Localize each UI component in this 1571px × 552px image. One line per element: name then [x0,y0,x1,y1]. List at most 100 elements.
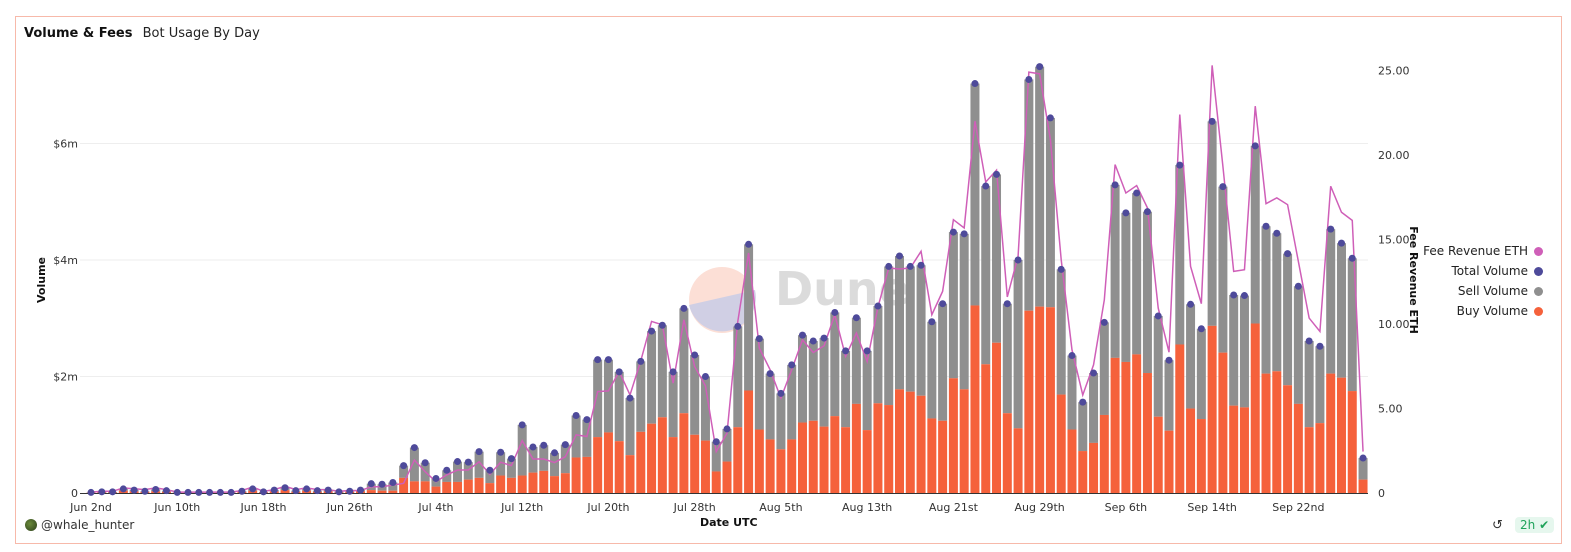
buy-volume-bar[interactable] [1250,323,1260,493]
buy-volume-bar[interactable] [1283,385,1293,493]
buy-volume-bar[interactable] [1239,407,1249,493]
buy-volume-bar[interactable] [1142,373,1152,493]
total-volume-point[interactable] [400,462,408,470]
total-volume-point[interactable] [1046,114,1054,122]
buy-volume-bar[interactable] [539,470,549,493]
sell-volume-bar[interactable] [657,325,667,418]
buy-volume-bar[interactable] [905,391,915,493]
total-volume-point[interactable] [583,416,591,424]
sell-volume-bar[interactable] [905,266,915,392]
sell-volume-bar[interactable] [1283,253,1293,386]
total-volume-point[interactable] [227,488,235,496]
buy-volume-bar[interactable] [1358,479,1368,493]
buy-volume-bar[interactable] [431,486,441,493]
buy-volume-bar[interactable] [711,471,721,493]
sell-volume-bar[interactable] [1250,145,1260,324]
buy-volume-bar[interactable] [959,389,969,493]
sell-volume-bar[interactable] [560,444,570,474]
total-volume-point[interactable] [1294,282,1302,290]
sell-volume-bar[interactable] [1358,458,1368,480]
total-volume-point[interactable] [561,441,569,449]
sell-volume-bar[interactable] [506,458,516,478]
buy-volume-bar[interactable] [420,481,430,493]
total-volume-point[interactable] [572,412,580,420]
sell-volume-bar[interactable] [1110,184,1120,358]
sell-volume-bar[interactable] [1229,294,1239,406]
buy-volume-bar[interactable] [819,426,829,493]
total-volume-point[interactable] [1154,312,1162,320]
buy-volume-bar[interactable] [1218,352,1228,493]
sell-volume-bar[interactable] [819,338,829,427]
total-volume-point[interactable] [1262,222,1270,230]
total-volume-point[interactable] [723,425,731,433]
total-volume-point[interactable] [906,262,914,270]
sell-volume-bar[interactable] [474,451,484,478]
total-volume-point[interactable] [949,228,957,236]
buy-volume-bar[interactable] [647,423,657,493]
buy-volume-bar[interactable] [992,342,1002,493]
sell-volume-bar[interactable] [787,364,797,440]
buy-volume-bar[interactable] [765,439,775,493]
total-volume-point[interactable] [335,488,343,496]
buy-volume-bar[interactable] [1067,429,1077,493]
sell-volume-bar[interactable] [1336,243,1346,378]
total-volume-point[interactable] [820,334,828,342]
total-volume-point[interactable] [1187,300,1195,308]
sell-volume-bar[interactable] [1089,373,1099,443]
total-volume-point[interactable] [367,480,375,488]
sell-volume-bar[interactable] [528,446,538,473]
total-volume-point[interactable] [831,308,839,316]
buy-volume-bar[interactable] [280,490,290,493]
total-volume-point[interactable] [141,487,149,495]
buy-volume-bar[interactable] [625,455,635,493]
sell-volume-bar[interactable] [690,354,700,435]
total-volume-point[interactable] [259,488,267,496]
total-volume-point[interactable] [1111,181,1119,189]
sell-volume-bar[interactable] [797,335,807,423]
total-volume-point[interactable] [626,394,634,402]
buy-volume-bar[interactable] [916,395,926,493]
buy-volume-bar[interactable] [593,437,603,493]
total-volume-point[interactable] [1057,265,1065,273]
sell-volume-bar[interactable] [948,232,958,379]
buy-volume-bar[interactable] [1002,413,1012,493]
total-volume-point[interactable] [1316,342,1324,350]
total-volume-point[interactable] [1068,352,1076,360]
total-volume-point[interactable] [389,479,397,487]
sell-volume-bar[interactable] [1024,79,1034,311]
total-volume-point[interactable] [357,486,364,494]
sell-volume-bar[interactable] [388,482,398,491]
total-volume-point[interactable] [842,347,850,355]
buy-volume-bar[interactable] [970,305,980,493]
sell-volume-bar[interactable] [959,233,969,390]
sell-volume-bar[interactable] [1035,66,1045,307]
buy-volume-bar[interactable] [1056,394,1066,493]
buy-volume-bar[interactable] [862,430,872,493]
buy-volume-bar[interactable] [1024,310,1034,493]
total-volume-point[interactable] [486,466,494,474]
sell-volume-bar[interactable] [636,361,646,432]
buy-volume-bar[interactable] [399,477,409,493]
total-volume-point[interactable] [1219,183,1227,191]
sell-volume-bar[interactable] [873,306,883,404]
total-volume-point[interactable] [475,448,483,456]
buy-volume-bar[interactable] [1035,306,1045,493]
buy-volume-bar[interactable] [700,440,710,493]
total-volume-point[interactable] [454,458,462,466]
sell-volume-bar[interactable] [830,312,840,417]
total-volume-point[interactable] [1337,239,1345,247]
total-volume-point[interactable] [658,321,666,329]
total-volume-point[interactable] [1230,291,1238,299]
sell-volume-bar[interactable] [992,174,1002,343]
buy-volume-bar[interactable] [496,475,506,493]
sell-volume-bar[interactable] [485,470,495,484]
total-volume-point[interactable] [464,458,472,466]
total-volume-point[interactable] [1014,256,1022,264]
total-volume-point[interactable] [1176,161,1184,169]
total-volume-point[interactable] [87,488,95,496]
total-volume-point[interactable] [863,347,871,355]
buy-volume-bar[interactable] [948,378,958,493]
total-volume-point[interactable] [292,487,300,495]
buy-volume-bar[interactable] [1347,391,1357,493]
total-volume-point[interactable] [885,262,893,270]
